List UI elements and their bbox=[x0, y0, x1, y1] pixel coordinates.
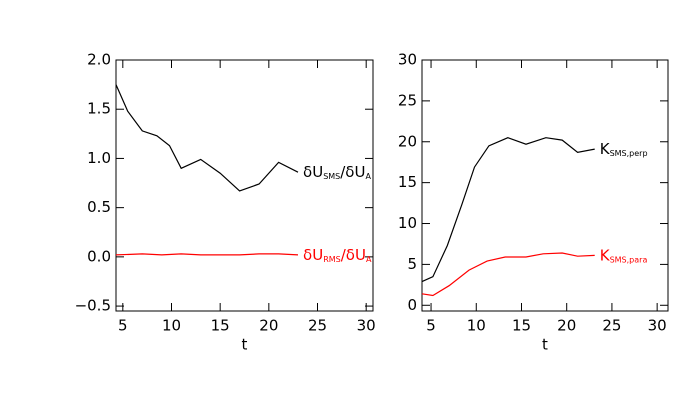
y-tick-label: 30 bbox=[398, 51, 417, 69]
x-axis-label: t bbox=[542, 336, 548, 354]
x-tick-label: 10 bbox=[162, 317, 181, 335]
x-tick-label: 25 bbox=[602, 317, 621, 335]
series-line bbox=[421, 137, 595, 283]
label-text: K bbox=[600, 246, 611, 264]
label-text: δU bbox=[303, 163, 323, 181]
y-tick-label: 0.0 bbox=[87, 247, 111, 265]
series-line bbox=[115, 253, 299, 256]
x-tick-label: 15 bbox=[211, 317, 230, 335]
series-label: KSMS,perp bbox=[600, 140, 648, 158]
label-subscript: SMS,para bbox=[610, 255, 648, 264]
y-tick-label: 0.5 bbox=[87, 198, 111, 216]
label-subscript: RMS bbox=[323, 254, 341, 263]
x-tick-label: 5 bbox=[426, 317, 436, 335]
x-tick-label: 15 bbox=[512, 317, 531, 335]
series-label: δUSMS/δUA bbox=[303, 163, 371, 181]
x-axis-label: t bbox=[242, 336, 248, 354]
y-tick-label: 10 bbox=[398, 214, 417, 232]
y-tick-label: 1.0 bbox=[87, 149, 111, 167]
x-tick-label: 10 bbox=[467, 317, 486, 335]
series-label: KSMS,para bbox=[600, 246, 648, 264]
plot-frame bbox=[421, 59, 669, 312]
label-text: /δU bbox=[341, 245, 366, 263]
x-tick-label: 30 bbox=[648, 317, 667, 335]
label-subscript: SMS bbox=[323, 172, 340, 181]
x-tick-label: 20 bbox=[259, 317, 278, 335]
y-tick-label: 20 bbox=[398, 132, 417, 150]
label-text: K bbox=[600, 140, 611, 158]
label-subscript: A bbox=[366, 254, 372, 263]
label-subscript: A bbox=[365, 172, 371, 181]
y-tick-label: 0 bbox=[407, 296, 417, 314]
label-text: δU bbox=[303, 245, 323, 263]
series-line bbox=[421, 252, 595, 297]
y-tick-label: 25 bbox=[398, 91, 417, 109]
y-tick-label: −0.5 bbox=[75, 297, 111, 315]
y-tick-label: 1.5 bbox=[87, 100, 111, 118]
y-tick-label: 2.0 bbox=[87, 51, 111, 69]
label-text: /δU bbox=[340, 163, 365, 181]
series-label: δURMS/δUA bbox=[303, 245, 372, 263]
series-line bbox=[115, 84, 299, 192]
y-tick-label: 15 bbox=[398, 173, 417, 191]
x-tick-label: 5 bbox=[118, 317, 128, 335]
label-subscript: SMS,perp bbox=[610, 149, 648, 158]
x-tick-label: 25 bbox=[308, 317, 327, 335]
x-tick-label: 30 bbox=[357, 317, 376, 335]
x-tick-label: 20 bbox=[557, 317, 576, 335]
y-tick-label: 5 bbox=[407, 255, 417, 273]
plot-frame bbox=[115, 59, 374, 312]
